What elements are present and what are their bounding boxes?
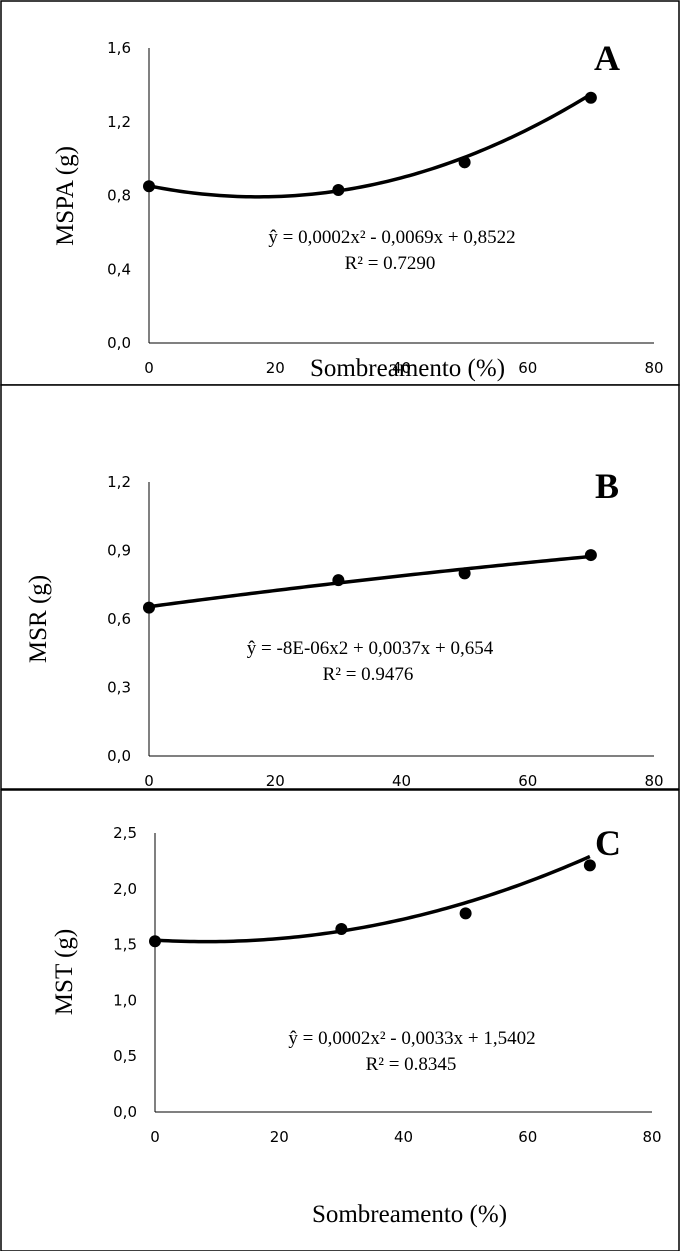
x-tick-label: 40 [392, 359, 411, 377]
y-tick-label: 1,2 [107, 113, 131, 131]
data-point [143, 180, 155, 193]
data-point [584, 549, 597, 562]
data-point [458, 567, 471, 580]
x-tick-label: 0 [144, 359, 154, 377]
panel-frame [0, 789, 680, 1251]
x-tick-label: 60 [518, 1128, 537, 1146]
x-tick-label: 80 [642, 1128, 661, 1146]
x-tick-label: 80 [644, 359, 663, 377]
panel-frame [0, 384, 680, 790]
y-tick-label: 0,6 [107, 610, 131, 628]
regression-equation: ŷ = 0,0002x² - 0,0033x + 1,5402 [288, 1028, 535, 1049]
r-squared-label: R² = 0.9476 [323, 664, 414, 685]
x-tick-label: 20 [266, 359, 285, 377]
panel-letter: C [595, 823, 621, 863]
regression-equation: ŷ = -8E-06x2 + 0,0037x + 0,654 [247, 638, 494, 659]
x-tick-label: 40 [394, 1128, 413, 1146]
panel-b: 0,00,30,60,91,2020406080Sombreamento (%)… [0, 384, 680, 819]
y-tick-label: 0,0 [107, 334, 131, 352]
regression-equation: ŷ = 0,0002x² - 0,0069x + 0,8522 [268, 227, 515, 248]
panel-letter: B [595, 466, 619, 506]
y-tick-label: 0,8 [107, 187, 131, 205]
y-tick-label: 0,5 [113, 1047, 137, 1065]
y-tick-label: 0,4 [107, 260, 131, 278]
x-axis-title: Sombreamento (%) [312, 1201, 507, 1228]
y-tick-label: 0,0 [113, 1103, 137, 1121]
r-squared-label: R² = 0.7290 [345, 253, 436, 274]
data-point [583, 859, 596, 872]
trendline [148, 92, 592, 199]
panel-letter: A [594, 38, 620, 78]
y-axis-title: MSR (g) [25, 575, 52, 663]
y-tick-label: 1,2 [107, 473, 131, 491]
x-tick-label: 40 [392, 772, 411, 790]
panel-c: 0,0 0,5 1,0 1,5 2,0 2,5 0 20 40 60 80 Sombreamento … [0, 789, 680, 1251]
y-axis-title: MST (g) [51, 929, 78, 1015]
x-tick-label: 80 [644, 772, 663, 790]
y-tick-label: 0,9 [107, 542, 131, 560]
y-axis-title: MSPA (g) [52, 146, 79, 246]
y-tick-label: 0,3 [107, 679, 131, 697]
x-tick-label: 20 [266, 772, 285, 790]
data-point [143, 601, 155, 614]
trendline [154, 854, 591, 944]
data-point [332, 183, 345, 196]
y-tick-label: 2,0 [113, 880, 137, 898]
x-tick-label: 20 [270, 1128, 289, 1146]
data-point [584, 91, 597, 104]
data-point [335, 922, 348, 935]
x-tick-label: 60 [518, 359, 537, 377]
x-axis-title: Sombreamento (%) [310, 355, 505, 382]
x-tick-label: 0 [144, 772, 154, 790]
y-tick-label: 0,0 [107, 747, 131, 765]
y-tick-label: 1,6 [107, 39, 131, 57]
r-squared-label: R² = 0.8345 [366, 1054, 457, 1075]
data-point [149, 935, 161, 948]
panel-a: 0,0 0,4 0,8 1,2 1,6 0 20 40 60 80 Sombreamento (%)… [0, 0, 680, 386]
x-tick-label: 0 [150, 1128, 160, 1146]
y-tick-label: 2,5 [113, 824, 137, 842]
data-point [332, 574, 345, 587]
data-point [458, 156, 471, 169]
trendline [148, 554, 592, 609]
y-tick-label: 1,0 [113, 991, 137, 1009]
x-tick-label: 60 [518, 772, 537, 790]
data-point [459, 907, 472, 920]
y-tick-label: 1,5 [113, 936, 137, 954]
